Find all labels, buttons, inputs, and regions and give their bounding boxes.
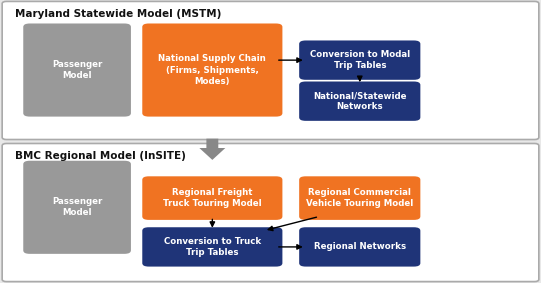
Text: Regional Networks: Regional Networks <box>314 243 406 251</box>
Text: Passenger
Model: Passenger Model <box>52 197 102 217</box>
Text: Maryland Statewide Model (MSTM): Maryland Statewide Model (MSTM) <box>15 9 221 19</box>
FancyBboxPatch shape <box>299 176 420 220</box>
Polygon shape <box>199 139 226 160</box>
Text: Passenger
Model: Passenger Model <box>52 60 102 80</box>
FancyBboxPatch shape <box>142 176 282 220</box>
FancyBboxPatch shape <box>299 82 420 121</box>
Text: Conversion to Truck
Trip Tables: Conversion to Truck Trip Tables <box>164 237 261 257</box>
FancyBboxPatch shape <box>23 161 131 254</box>
Text: National Supply Chain
(Firms, Shipments,
Modes): National Supply Chain (Firms, Shipments,… <box>159 54 266 86</box>
Text: Regional Commercial
Vehicle Touring Model: Regional Commercial Vehicle Touring Mode… <box>306 188 413 208</box>
FancyBboxPatch shape <box>23 23 131 117</box>
FancyBboxPatch shape <box>299 40 420 80</box>
FancyBboxPatch shape <box>299 227 420 267</box>
Text: National/Statewide
Networks: National/Statewide Networks <box>313 91 406 111</box>
FancyBboxPatch shape <box>142 23 282 117</box>
FancyBboxPatch shape <box>2 1 539 140</box>
FancyBboxPatch shape <box>2 143 539 282</box>
FancyBboxPatch shape <box>142 227 282 267</box>
Text: BMC Regional Model (InSITE): BMC Regional Model (InSITE) <box>15 151 186 161</box>
Text: Regional Freight
Truck Touring Model: Regional Freight Truck Touring Model <box>163 188 262 208</box>
Text: Conversion to Modal
Trip Tables: Conversion to Modal Trip Tables <box>309 50 410 70</box>
